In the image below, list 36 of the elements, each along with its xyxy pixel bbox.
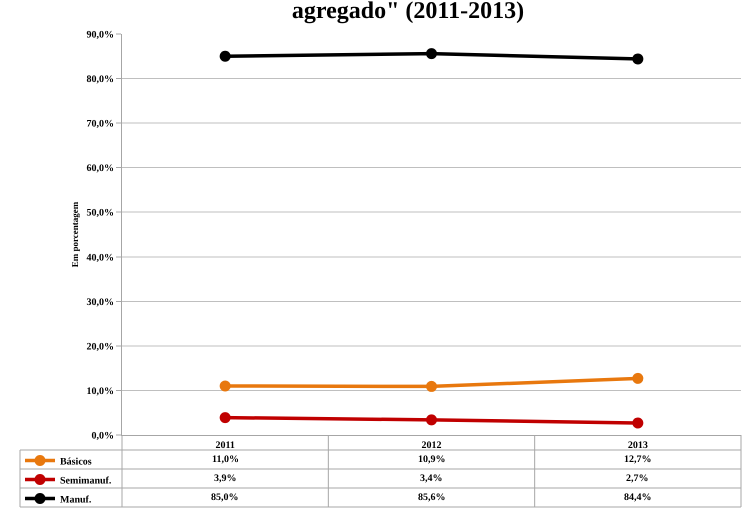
y-tick-label: 80,0% bbox=[86, 74, 114, 86]
legend-label: Básicos bbox=[60, 456, 92, 468]
data-label: 85,0% bbox=[211, 492, 238, 503]
point bbox=[632, 372, 644, 384]
point bbox=[632, 417, 644, 428]
y-tick-label: 70,0% bbox=[86, 118, 114, 130]
y-tick-label: 0,0% bbox=[92, 430, 114, 442]
x-tick-label: 2011 bbox=[215, 440, 235, 451]
y-axis-title: Em porcentagem bbox=[70, 201, 80, 268]
y-tick-label: 20,0% bbox=[86, 341, 114, 352]
point bbox=[220, 412, 231, 424]
data-label: 85,6% bbox=[418, 492, 446, 503]
y-tick-label: 60,0% bbox=[86, 163, 114, 174]
chart-title: agregado" (2011-2013) bbox=[292, 0, 524, 24]
data-label: 10,9% bbox=[418, 454, 446, 465]
point bbox=[426, 48, 437, 60]
data-label: 11,0% bbox=[212, 454, 239, 465]
data-label: 84,4% bbox=[624, 492, 652, 503]
point bbox=[632, 53, 644, 64]
point bbox=[220, 50, 231, 62]
legend-label: Manuf. bbox=[60, 494, 92, 506]
data-label: 3,4% bbox=[420, 473, 442, 484]
x-tick-label: 2013 bbox=[628, 440, 648, 451]
point bbox=[426, 380, 437, 392]
data-label: 2,7% bbox=[626, 473, 648, 484]
y-tick-label: 90,0% bbox=[86, 30, 114, 40]
y-tick-label: 40,0% bbox=[86, 252, 114, 264]
x-tick-label: 2012 bbox=[422, 440, 442, 451]
legend-label: Semimanuf. bbox=[60, 475, 112, 486]
data-label: 3,9% bbox=[214, 473, 236, 484]
y-tick-label: 30,0% bbox=[86, 296, 114, 308]
y-tick-label: 10,0% bbox=[86, 386, 114, 397]
point bbox=[426, 414, 437, 426]
y-tick-label: 50,0% bbox=[86, 208, 114, 219]
data-label: 12,7% bbox=[624, 454, 652, 465]
point bbox=[220, 380, 231, 392]
